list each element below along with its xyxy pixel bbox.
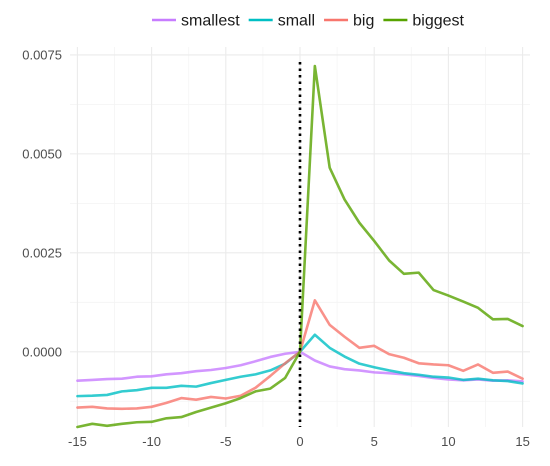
x-tick-label: -10 <box>142 434 161 449</box>
x-axis: -15 -10 -5 0 5 10 15 <box>68 434 530 449</box>
legend-label-small: small <box>278 13 315 30</box>
series-line-biggest <box>76 64 524 429</box>
series-group <box>76 64 524 429</box>
y-tick-label: 0.0025 <box>22 245 62 260</box>
x-tick-label: 10 <box>441 434 455 449</box>
y-tick-label: 0.0075 <box>22 47 62 62</box>
x-tick-label: 15 <box>515 434 529 449</box>
y-tick-label: 0.0050 <box>22 146 62 161</box>
x-tick-label: 0 <box>296 434 303 449</box>
legend-label-big: big <box>353 13 374 30</box>
x-tick-label: -5 <box>220 434 232 449</box>
legend-label-biggest: biggest <box>412 13 464 30</box>
x-tick-label: -15 <box>68 434 87 449</box>
y-tick-label: 0.0000 <box>22 344 62 359</box>
y-axis: 0.0000 0.0025 0.0050 0.0075 <box>22 47 62 359</box>
legend-label-smallest: smallest <box>181 13 240 30</box>
legend: smallest small big biggest <box>152 13 465 30</box>
x-tick-label: 5 <box>371 434 378 449</box>
